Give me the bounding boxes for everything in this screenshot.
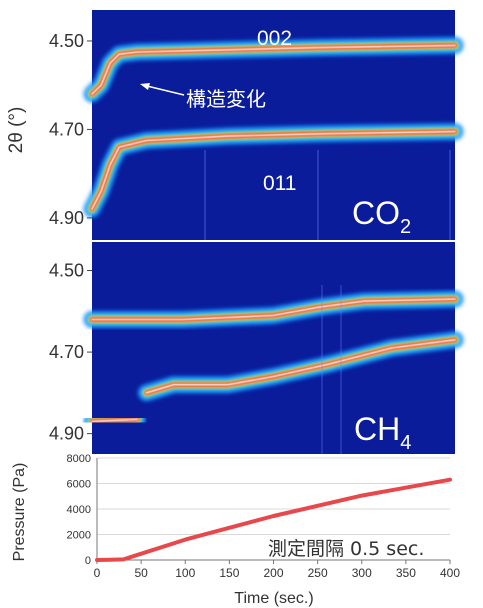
ch4-artifact-lines <box>321 285 342 454</box>
co2-band-0-layer-4 <box>91 44 456 95</box>
co2-panel: 002 011 構造変化 CO2 <box>83 10 464 240</box>
pressure-y-tick-label-4: 8000 <box>67 453 91 465</box>
pressure-series <box>95 477 452 562</box>
heatmap-y-axis-label: 2θ (°) <box>6 107 27 154</box>
pressure-x-tick-label-0: 0 <box>94 566 101 580</box>
ch4-gas-label: CH4 <box>354 411 411 454</box>
co2-gas-label-main: CO <box>352 195 400 231</box>
pressure-x-tick-label-8: 400 <box>440 566 460 580</box>
pressure-axes: 0 2000 4000 6000 8000 0 50 100 150 200 250 300 350 40… <box>67 453 461 580</box>
pressure-y-tick-label-0: 0 <box>85 555 91 567</box>
pressure-annotation: 測定間隔 0.5 sec. <box>268 538 424 560</box>
ch4-bands <box>83 290 464 430</box>
ch4-band-1-layer-4 <box>145 339 456 394</box>
co2-gas-label: CO2 <box>352 195 411 238</box>
co2-y-tick-label-0: 4.50 <box>49 31 84 51</box>
co2-peak-label-002: 002 <box>257 27 292 50</box>
co2-y-tick-label-2: 4.90 <box>49 208 84 228</box>
ch4-gas-label-main: CH <box>354 411 400 447</box>
pressure-x-tick-label-6: 300 <box>352 566 372 580</box>
heatmap-y-ticks: 4.50 4.70 4.90 4.50 4.70 4.90 <box>49 31 92 444</box>
ch4-band-2-layer-4 <box>91 418 139 423</box>
pressure-x-tick-label-1: 50 <box>134 566 148 580</box>
pressure-y-tick-label-1: 2000 <box>67 530 91 542</box>
pressure-y-axis-label: Pressure (Pa) <box>11 463 28 562</box>
pressure-x-tick-label-4: 200 <box>263 566 283 580</box>
co2-gas-label-subscript: 2 <box>400 216 411 238</box>
pressure-x-axis-label: Time (sec.) <box>234 590 313 607</box>
co2-band-1-layer-4 <box>91 130 456 210</box>
co2-bands <box>83 36 464 218</box>
structure-change-arrow-icon <box>140 83 185 96</box>
pressure-y-tick-label-3: 6000 <box>67 479 91 491</box>
pressure-y-tick-label-2: 4000 <box>67 504 91 516</box>
pressure-x-tick-label-5: 250 <box>308 566 328 580</box>
ch4-y-tick-label-2: 4.90 <box>49 424 84 444</box>
co2-peak-label-011: 011 <box>263 172 296 195</box>
co2-y-tick-label-1: 4.70 <box>49 119 84 139</box>
ch4-gas-label-subscript: 4 <box>400 432 411 454</box>
ch4-y-tick-label-0: 4.50 <box>49 261 84 281</box>
ch4-band-0-layer-4 <box>91 298 456 321</box>
pressure-x-tick-label-7: 350 <box>396 566 416 580</box>
ch4-panel: CH4 <box>83 242 464 454</box>
co2-artifact-lines <box>204 150 451 240</box>
pressure-chart: 0 2000 4000 6000 8000 0 50 100 150 200 250 300 350 40… <box>11 453 460 607</box>
pressure-series-line-0 <box>95 477 452 562</box>
structure-change-label: 構造変化 <box>186 87 266 111</box>
pressure-x-tick-label-2: 100 <box>175 566 195 580</box>
pressure-x-tick-label-3: 150 <box>219 566 239 580</box>
ch4-y-tick-label-1: 4.70 <box>49 342 84 362</box>
